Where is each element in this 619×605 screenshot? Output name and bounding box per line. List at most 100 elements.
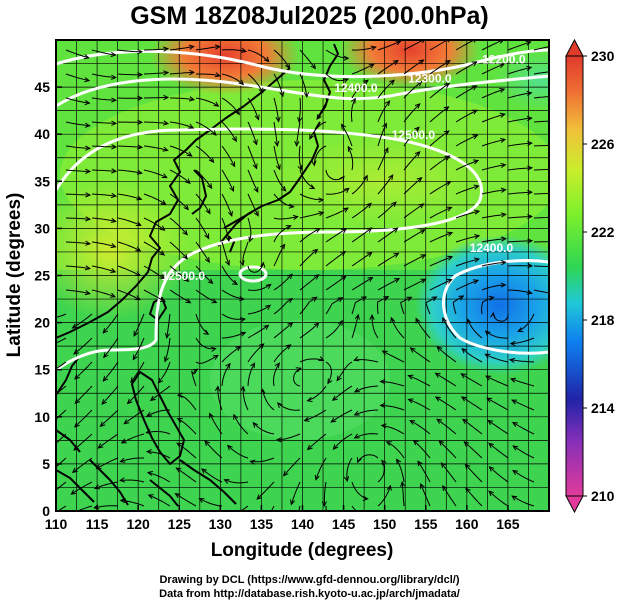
streamline-arrow <box>258 87 264 94</box>
streamline <box>91 73 116 78</box>
streamline <box>351 251 373 267</box>
contour-label: 12400.0 <box>334 81 378 95</box>
streamline <box>169 145 192 157</box>
streamline-arrow <box>287 321 294 328</box>
streamline <box>429 130 450 147</box>
streamline <box>72 313 93 329</box>
streamline-arrow <box>137 119 144 125</box>
streamline-arrow <box>384 100 391 107</box>
streamline <box>143 241 165 256</box>
streamline-arrow <box>446 278 453 284</box>
streamline <box>221 49 247 52</box>
x-tick-label: 115 <box>86 516 109 532</box>
streamline <box>377 79 395 99</box>
streamline-arrow <box>297 116 303 124</box>
streamline-arrow <box>444 82 451 89</box>
streamline-arrow <box>162 146 169 152</box>
streamline-arrow <box>342 78 350 84</box>
streamline-arrow <box>99 421 106 428</box>
streamline <box>143 145 168 151</box>
streamline-arrow <box>353 387 360 393</box>
streamline-arrow <box>367 276 374 282</box>
streamline <box>481 189 506 195</box>
streamline <box>429 83 450 99</box>
streamline <box>56 337 67 344</box>
streamline <box>461 396 483 411</box>
streamline-arrow <box>85 145 92 151</box>
streamline <box>98 433 119 449</box>
streamline <box>377 40 401 51</box>
streamline-arrow <box>419 229 426 235</box>
streamline <box>325 207 349 219</box>
streamline-arrow <box>279 243 286 250</box>
streamline <box>299 274 319 291</box>
streamline-arrow <box>436 346 443 352</box>
streamline <box>381 424 405 435</box>
streamline <box>533 289 549 294</box>
streamline-arrow <box>84 77 91 83</box>
streamline-arrow <box>84 99 91 106</box>
streamline <box>351 203 372 219</box>
streamline-arrow <box>465 487 471 494</box>
streamline-arrow <box>407 374 414 380</box>
streamline <box>333 433 353 450</box>
streamline-arrow <box>526 65 533 71</box>
streamline-arrow <box>553 239 558 243</box>
streamline-arrow <box>279 91 285 98</box>
streamline <box>195 193 211 214</box>
streamline-arrow <box>159 274 166 280</box>
streamline <box>73 433 93 451</box>
streamline-arrow <box>110 268 117 273</box>
streamline <box>143 121 168 125</box>
streamline <box>429 256 453 267</box>
streamline <box>325 228 347 243</box>
streamline <box>143 72 169 75</box>
streamline <box>195 265 213 284</box>
x-tick-label: 125 <box>168 516 192 532</box>
streamline <box>351 98 356 123</box>
streamline-arrow <box>137 72 144 78</box>
streamline-arrow <box>240 331 247 337</box>
streamline <box>298 97 301 122</box>
streamline-arrow <box>512 445 519 451</box>
streamline <box>221 313 245 320</box>
streamline-arrow <box>226 444 233 451</box>
y-tick-label: 25 <box>34 268 50 284</box>
streamline-arrow <box>500 187 507 193</box>
streamline-arrow <box>347 145 353 152</box>
streamline <box>91 217 116 222</box>
streamline <box>351 314 359 339</box>
streamline <box>195 46 220 51</box>
streamline <box>143 265 165 280</box>
streamline <box>177 418 197 435</box>
streamline <box>100 409 119 427</box>
streamline-arrow <box>288 203 295 209</box>
streamline <box>127 385 145 404</box>
streamline-arrow <box>498 63 505 69</box>
streamline <box>325 320 343 339</box>
streamline-arrow <box>485 375 492 381</box>
streamline <box>239 505 249 511</box>
streamline-arrow <box>314 227 321 233</box>
x-tick-label: 140 <box>291 516 315 532</box>
streamline-arrow <box>132 354 138 361</box>
y-tick-label: 5 <box>42 456 50 472</box>
streamline <box>467 318 483 339</box>
streamline <box>325 275 346 291</box>
streamline-arrow <box>383 147 389 154</box>
streamline-arrow <box>258 343 265 349</box>
streamline-arrow <box>188 44 195 50</box>
streamline-arrow <box>309 184 316 190</box>
streamline-arrow <box>253 186 259 193</box>
streamline <box>429 206 452 219</box>
streamline <box>507 66 532 75</box>
streamline <box>57 505 67 511</box>
streamline <box>351 63 375 75</box>
streamline <box>120 457 144 463</box>
streamline-arrow <box>230 161 236 168</box>
streamline <box>91 265 116 273</box>
streamline-arrow <box>463 441 470 447</box>
streamline-arrow <box>500 282 507 288</box>
streamline <box>465 464 483 483</box>
streamline <box>377 278 400 291</box>
